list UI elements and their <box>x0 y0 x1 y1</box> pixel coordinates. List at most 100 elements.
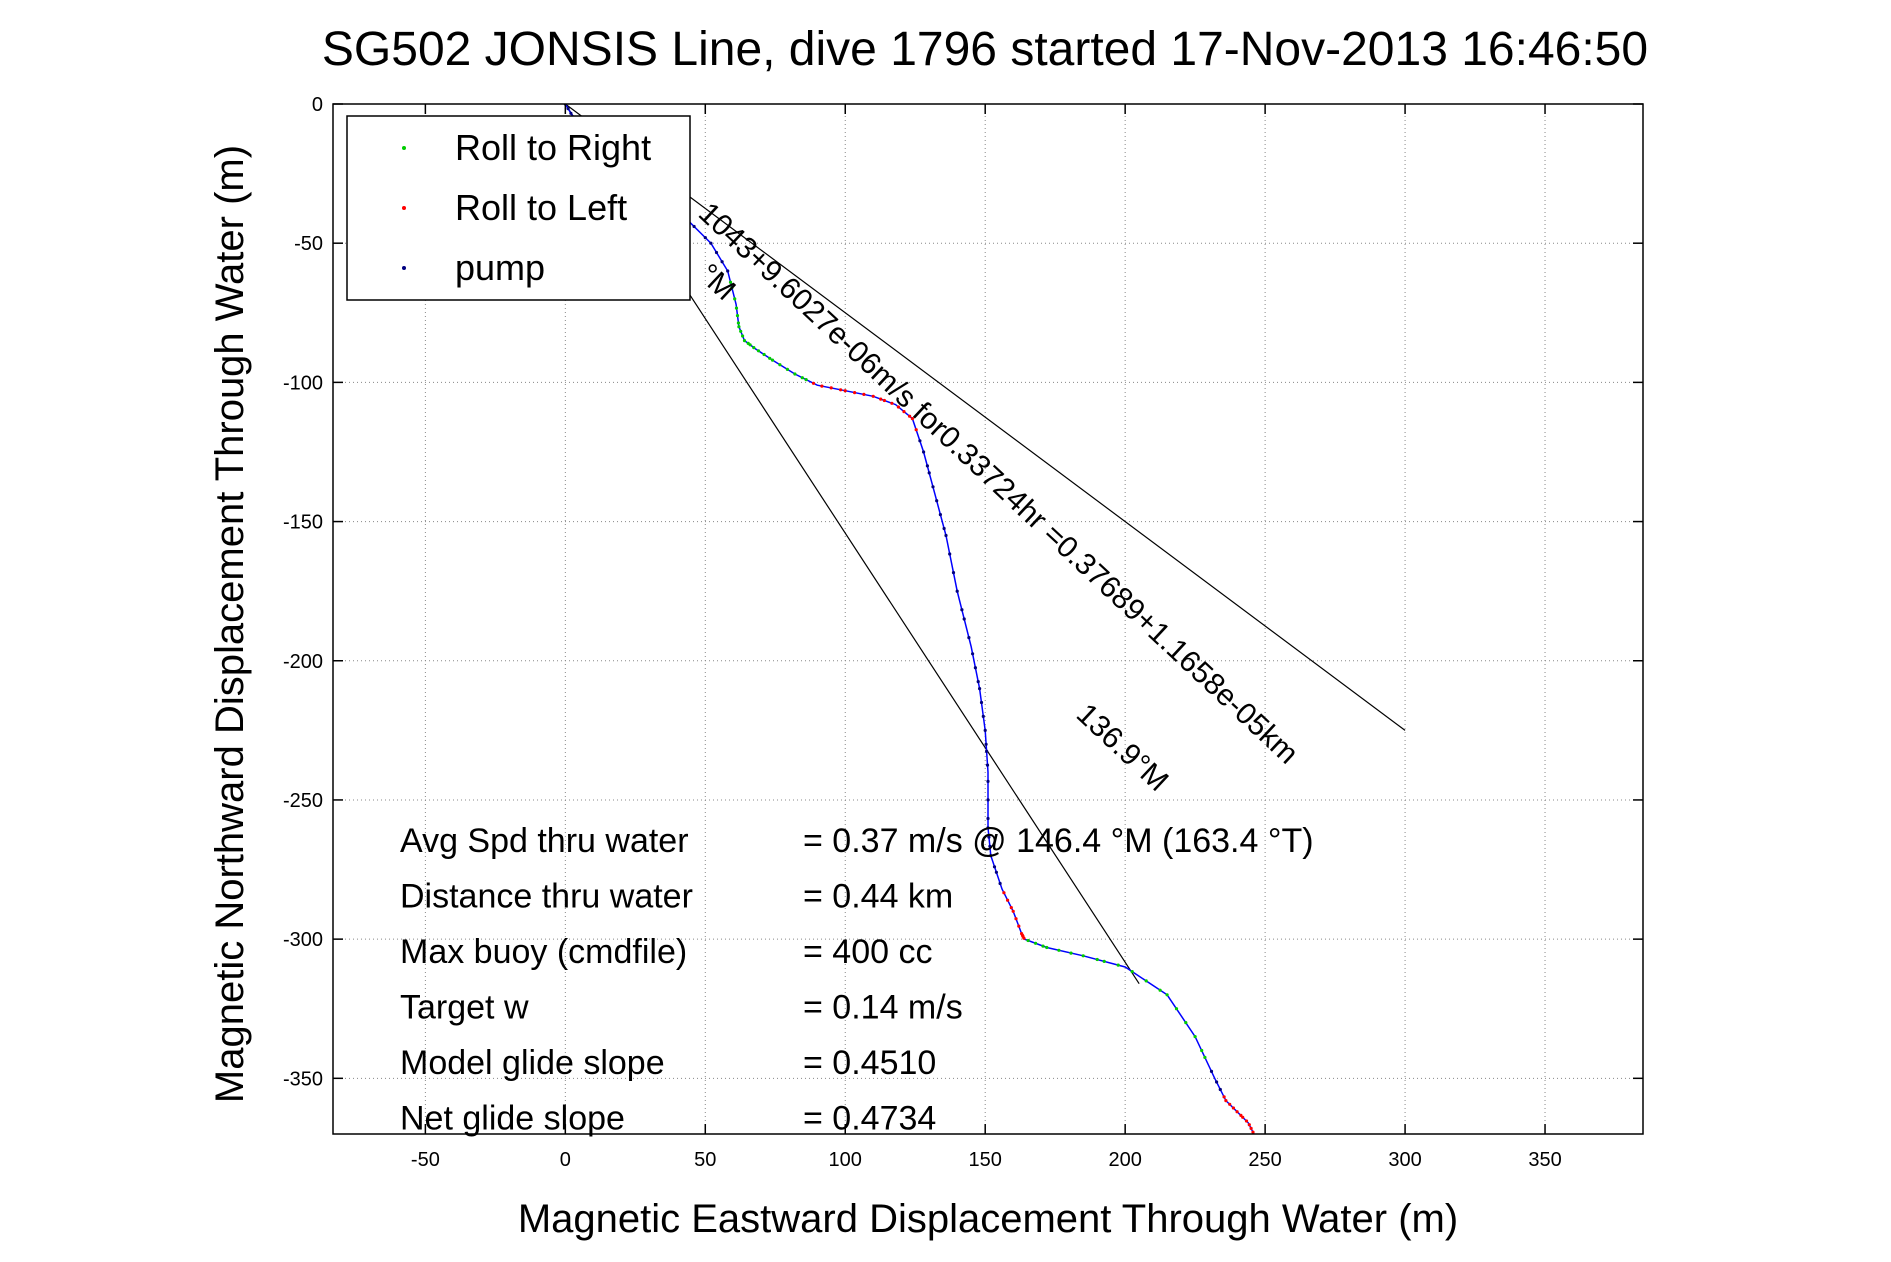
legend-label: Roll to Right <box>455 127 651 168</box>
roll-right-point <box>730 286 734 290</box>
pump-point <box>967 636 971 640</box>
pump-point <box>1209 1069 1214 1073</box>
roll-right-point <box>1069 951 1073 955</box>
pump-point <box>714 250 719 255</box>
roll-right-point <box>1026 938 1030 943</box>
roll-right-point <box>737 325 741 329</box>
pump-point <box>987 835 991 839</box>
pump-point <box>720 260 724 264</box>
pump-point <box>692 224 696 229</box>
pump-point <box>984 742 988 746</box>
x-tick-label: 250 <box>1248 1149 1281 1171</box>
roll-right-point <box>793 372 797 376</box>
plot-area-frame <box>332 103 1644 1135</box>
roll-left-point <box>1022 936 1026 940</box>
pump-point <box>989 854 993 858</box>
roll-left-point <box>1224 1099 1228 1103</box>
roll-left-point <box>882 398 887 403</box>
legend-marker <box>402 266 406 270</box>
stat-value: = 400 cc <box>803 933 932 971</box>
pump-point <box>979 700 984 705</box>
roll-right-point <box>770 358 775 362</box>
roll-left-point <box>820 384 824 388</box>
roll-right-point <box>736 321 741 325</box>
y-tick-label: -150 <box>283 512 323 534</box>
roll-left-point <box>908 414 912 418</box>
legend: Roll to Right Roll to Left pump <box>346 115 691 301</box>
roll-right-point <box>762 352 766 357</box>
annotation-0: 1043+9.6027e-06m/s for0.33724hr =0.37689… <box>692 196 1304 770</box>
roll-left-point <box>1249 1126 1253 1130</box>
pump-point <box>927 471 931 475</box>
roll-left-point <box>853 391 857 395</box>
roll-right-point <box>748 343 752 347</box>
stat-label: Max buoy (cmdfile) <box>400 933 687 971</box>
pump-point <box>951 571 956 575</box>
x-tick-label: -50 <box>411 1149 440 1171</box>
stat-label: Net glide slope <box>400 1100 625 1138</box>
roll-left-point <box>839 388 843 392</box>
roll-left-point <box>902 410 906 414</box>
roll-left-point <box>914 428 918 432</box>
roll-right-point <box>739 329 743 333</box>
stat-label: Model glide slope <box>400 1044 665 1082</box>
x-axis-label: Magnetic Eastward Displacement Through W… <box>518 1197 1458 1241</box>
roll-left-point <box>1241 1115 1245 1119</box>
roll-left-point <box>1247 1123 1251 1127</box>
roll-right-point <box>800 376 804 380</box>
roll-right-point <box>1144 979 1148 983</box>
pump-point <box>1218 1087 1222 1092</box>
roll-left-point <box>871 394 875 398</box>
stat-value: = 0.4734 <box>803 1100 936 1138</box>
x-tick-label: 200 <box>1108 1149 1141 1171</box>
axis-ticks: -50 0 50 100 150 200 250 300 350 0 -50 -100 -150 -200… <box>283 94 1643 1171</box>
roll-right-point <box>1203 1055 1207 1059</box>
pump-point <box>978 687 982 691</box>
roll-right-point <box>778 363 782 367</box>
roll-right-point <box>1045 945 1049 950</box>
pump-point <box>938 513 943 517</box>
roll-right-point <box>742 339 747 343</box>
pump-point <box>986 826 990 830</box>
x-tick-label: 50 <box>694 1149 716 1171</box>
roll-left-point <box>1228 1102 1232 1106</box>
legend-label: pump <box>455 247 545 288</box>
heading-line-1 <box>564 104 1406 731</box>
stats-block: Avg Spd thru water = 0.37 m/s @ 146.4 °M … <box>400 822 1314 1138</box>
roll-left-point <box>1014 917 1018 921</box>
pump-point <box>988 844 992 848</box>
x-tick-label: 350 <box>1528 1149 1561 1171</box>
pump-point <box>948 552 952 556</box>
roll-right-point <box>1102 959 1106 964</box>
roll-left-point <box>1235 1110 1239 1114</box>
pump-point <box>994 870 999 874</box>
pump-point <box>985 749 989 753</box>
roll-right-point <box>756 349 761 353</box>
x-tick-label: 300 <box>1388 1149 1421 1171</box>
pump-point <box>566 107 570 111</box>
roll-right-point <box>728 280 733 284</box>
roll-left-point <box>843 389 847 393</box>
y-tick-label: -300 <box>283 929 323 951</box>
pump-point <box>922 450 926 454</box>
chart-title: SG502 JONSIS Line, dive 1796 started 17-… <box>322 23 1648 76</box>
pump-point <box>998 881 1002 886</box>
roll-right-point <box>1158 988 1162 992</box>
roll-right-point <box>1034 941 1038 945</box>
roll-right-point <box>733 297 737 301</box>
pump-point <box>925 464 930 468</box>
pump-point <box>726 269 730 273</box>
pump-point <box>931 485 935 489</box>
stat-label: Target w <box>400 989 529 1027</box>
roll-right-point <box>1165 993 1169 997</box>
pump-point <box>973 666 978 670</box>
y-axis-label: Magnetic Northward Displacement Through … <box>208 145 252 1103</box>
pump-point <box>960 608 964 612</box>
roll-left-point <box>910 417 915 421</box>
roll-left-point <box>1222 1095 1226 1099</box>
roll-left-point <box>1002 891 1006 895</box>
stat-label: Avg Spd thru water <box>400 822 689 860</box>
roll-right-point <box>735 314 740 318</box>
legend-label: Roll to Left <box>455 187 627 228</box>
